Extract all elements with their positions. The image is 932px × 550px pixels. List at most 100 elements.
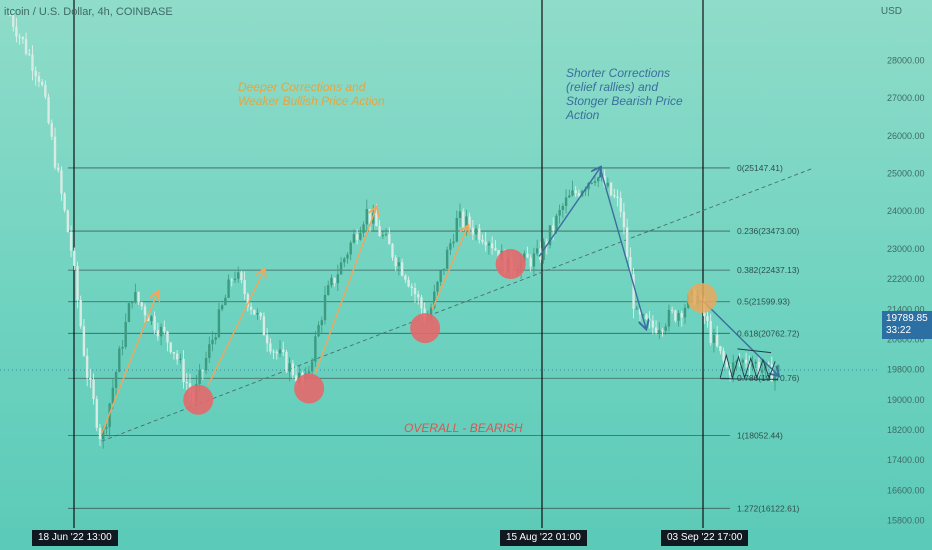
candle-body-7	[31, 54, 34, 71]
candle-body-233	[757, 361, 761, 373]
candle-body-47	[159, 326, 163, 337]
candle-body-140	[458, 211, 462, 219]
candle-body-70	[233, 278, 237, 281]
candle-body-147	[481, 239, 484, 242]
candle-body-188	[613, 195, 616, 197]
candle-body-77	[256, 313, 259, 315]
candle-body-135	[442, 268, 446, 271]
candle-body-171	[558, 209, 561, 216]
y-tick-label-9: 19800.00	[887, 365, 925, 375]
symbol-header: itcoin / U.S. Dollar, 4h, COINBASE	[4, 6, 173, 18]
candle-body-115	[378, 226, 381, 237]
candle-body-148	[484, 241, 487, 246]
candle-body-64	[214, 337, 217, 340]
candle-body-162	[529, 257, 532, 267]
candle-body-80	[265, 335, 269, 344]
candle-body-194	[632, 274, 635, 309]
candle-body-13	[50, 123, 53, 137]
candle-body-16	[60, 170, 63, 194]
candle-body-230	[748, 363, 751, 368]
candle-body-33	[114, 371, 118, 388]
candle-body-85	[282, 349, 285, 352]
candle-body-102	[336, 274, 340, 284]
y-tick-label-12: 17400.00	[887, 455, 925, 465]
candle-body-98	[323, 294, 327, 321]
candle-body-206	[670, 309, 674, 311]
orange-arrow-2	[314, 207, 376, 374]
candle-body-55	[185, 382, 188, 384]
candle-body-221	[719, 346, 722, 351]
right-annotation-line2: (relief rallies) and	[566, 80, 659, 94]
y-tick-label-6: 22200.00	[887, 274, 925, 284]
candle-body-8	[34, 70, 37, 77]
candle-body-170	[555, 215, 558, 231]
left-annotation-line1: Deeper Corrections and	[238, 80, 366, 94]
y-tick-label-0: 28000.00	[887, 55, 925, 65]
candle-body-177	[577, 193, 581, 197]
date-marker-aug[interactable]: 15 Aug '22 01:00	[500, 530, 587, 546]
candle-body-222	[722, 350, 725, 361]
right-annotation: Shorter Corrections (relief rallies) and…	[566, 66, 683, 122]
candle-body-35	[121, 346, 124, 349]
candle-body-236	[767, 363, 770, 365]
candle-body-207	[674, 310, 677, 321]
fib-level-label-3: 0.5(21599.93)	[737, 297, 790, 307]
candle-body-38	[130, 302, 134, 304]
time-axis-strip	[0, 528, 932, 550]
fib-level-label-1: 0.236(23473.00)	[737, 226, 800, 236]
candle-body-183	[597, 177, 600, 182]
candle-body-204	[664, 326, 667, 331]
candle-body-69	[230, 279, 233, 281]
y-tick-label-2: 26000.00	[887, 131, 925, 141]
candle-body-29	[102, 428, 105, 440]
candle-body-205	[667, 309, 671, 327]
candle-body-234	[760, 369, 764, 373]
candle-body-66	[220, 305, 224, 310]
candle-body-190	[619, 197, 622, 212]
price-axis-title: USD	[880, 6, 902, 17]
candle-body-50	[169, 342, 172, 353]
candle-body-191	[622, 211, 626, 228]
candle-body-48	[163, 326, 166, 332]
candle-body-131	[429, 307, 433, 320]
candle-body-62	[208, 344, 211, 359]
candle-body-199	[648, 319, 651, 321]
candle-body-114	[375, 213, 378, 227]
candle-body-163	[532, 253, 536, 267]
candle-body-11	[44, 84, 47, 97]
candle-body-113	[372, 213, 375, 224]
candle-body-196	[638, 308, 642, 315]
candle-body-4	[21, 37, 25, 40]
blue-arrow-2	[701, 299, 778, 375]
candle-body-73	[243, 280, 246, 295]
candle-body-143	[468, 216, 471, 228]
fib-level-label-7: 1.272(16122.61)	[737, 503, 800, 513]
candle-body-99	[327, 285, 330, 295]
candle-body-108	[355, 234, 359, 240]
candle-body-150	[490, 243, 494, 249]
candle-body-168	[548, 225, 552, 246]
candle-body-0	[8, 15, 12, 17]
date-marker-sep[interactable]: 03 Sep '22 17:00	[661, 530, 749, 546]
fib-level-label-4: 0.618(20762.72)	[737, 328, 800, 338]
candle-body-97	[320, 320, 323, 326]
y-tick-label-11: 18200.00	[887, 425, 925, 435]
candle-body-145	[474, 228, 478, 235]
candle-body-161	[526, 253, 529, 258]
candle-body-3	[18, 36, 21, 38]
candle-body-90	[298, 372, 301, 382]
candle-body-6	[28, 53, 31, 55]
candle-body-82	[272, 351, 275, 353]
y-tick-label-13: 16600.00	[887, 485, 925, 495]
candle-body-138	[452, 241, 455, 244]
candle-body-2	[15, 26, 18, 37]
blue-arrow-0	[538, 168, 600, 257]
date-marker-jun[interactable]: 18 Jun '22 13:00	[32, 530, 118, 546]
candle-body-60	[201, 370, 205, 372]
candle-body-5	[24, 39, 28, 54]
candle-body-27	[95, 399, 98, 428]
candle-body-118	[388, 234, 391, 245]
candle-body-37	[127, 303, 131, 322]
